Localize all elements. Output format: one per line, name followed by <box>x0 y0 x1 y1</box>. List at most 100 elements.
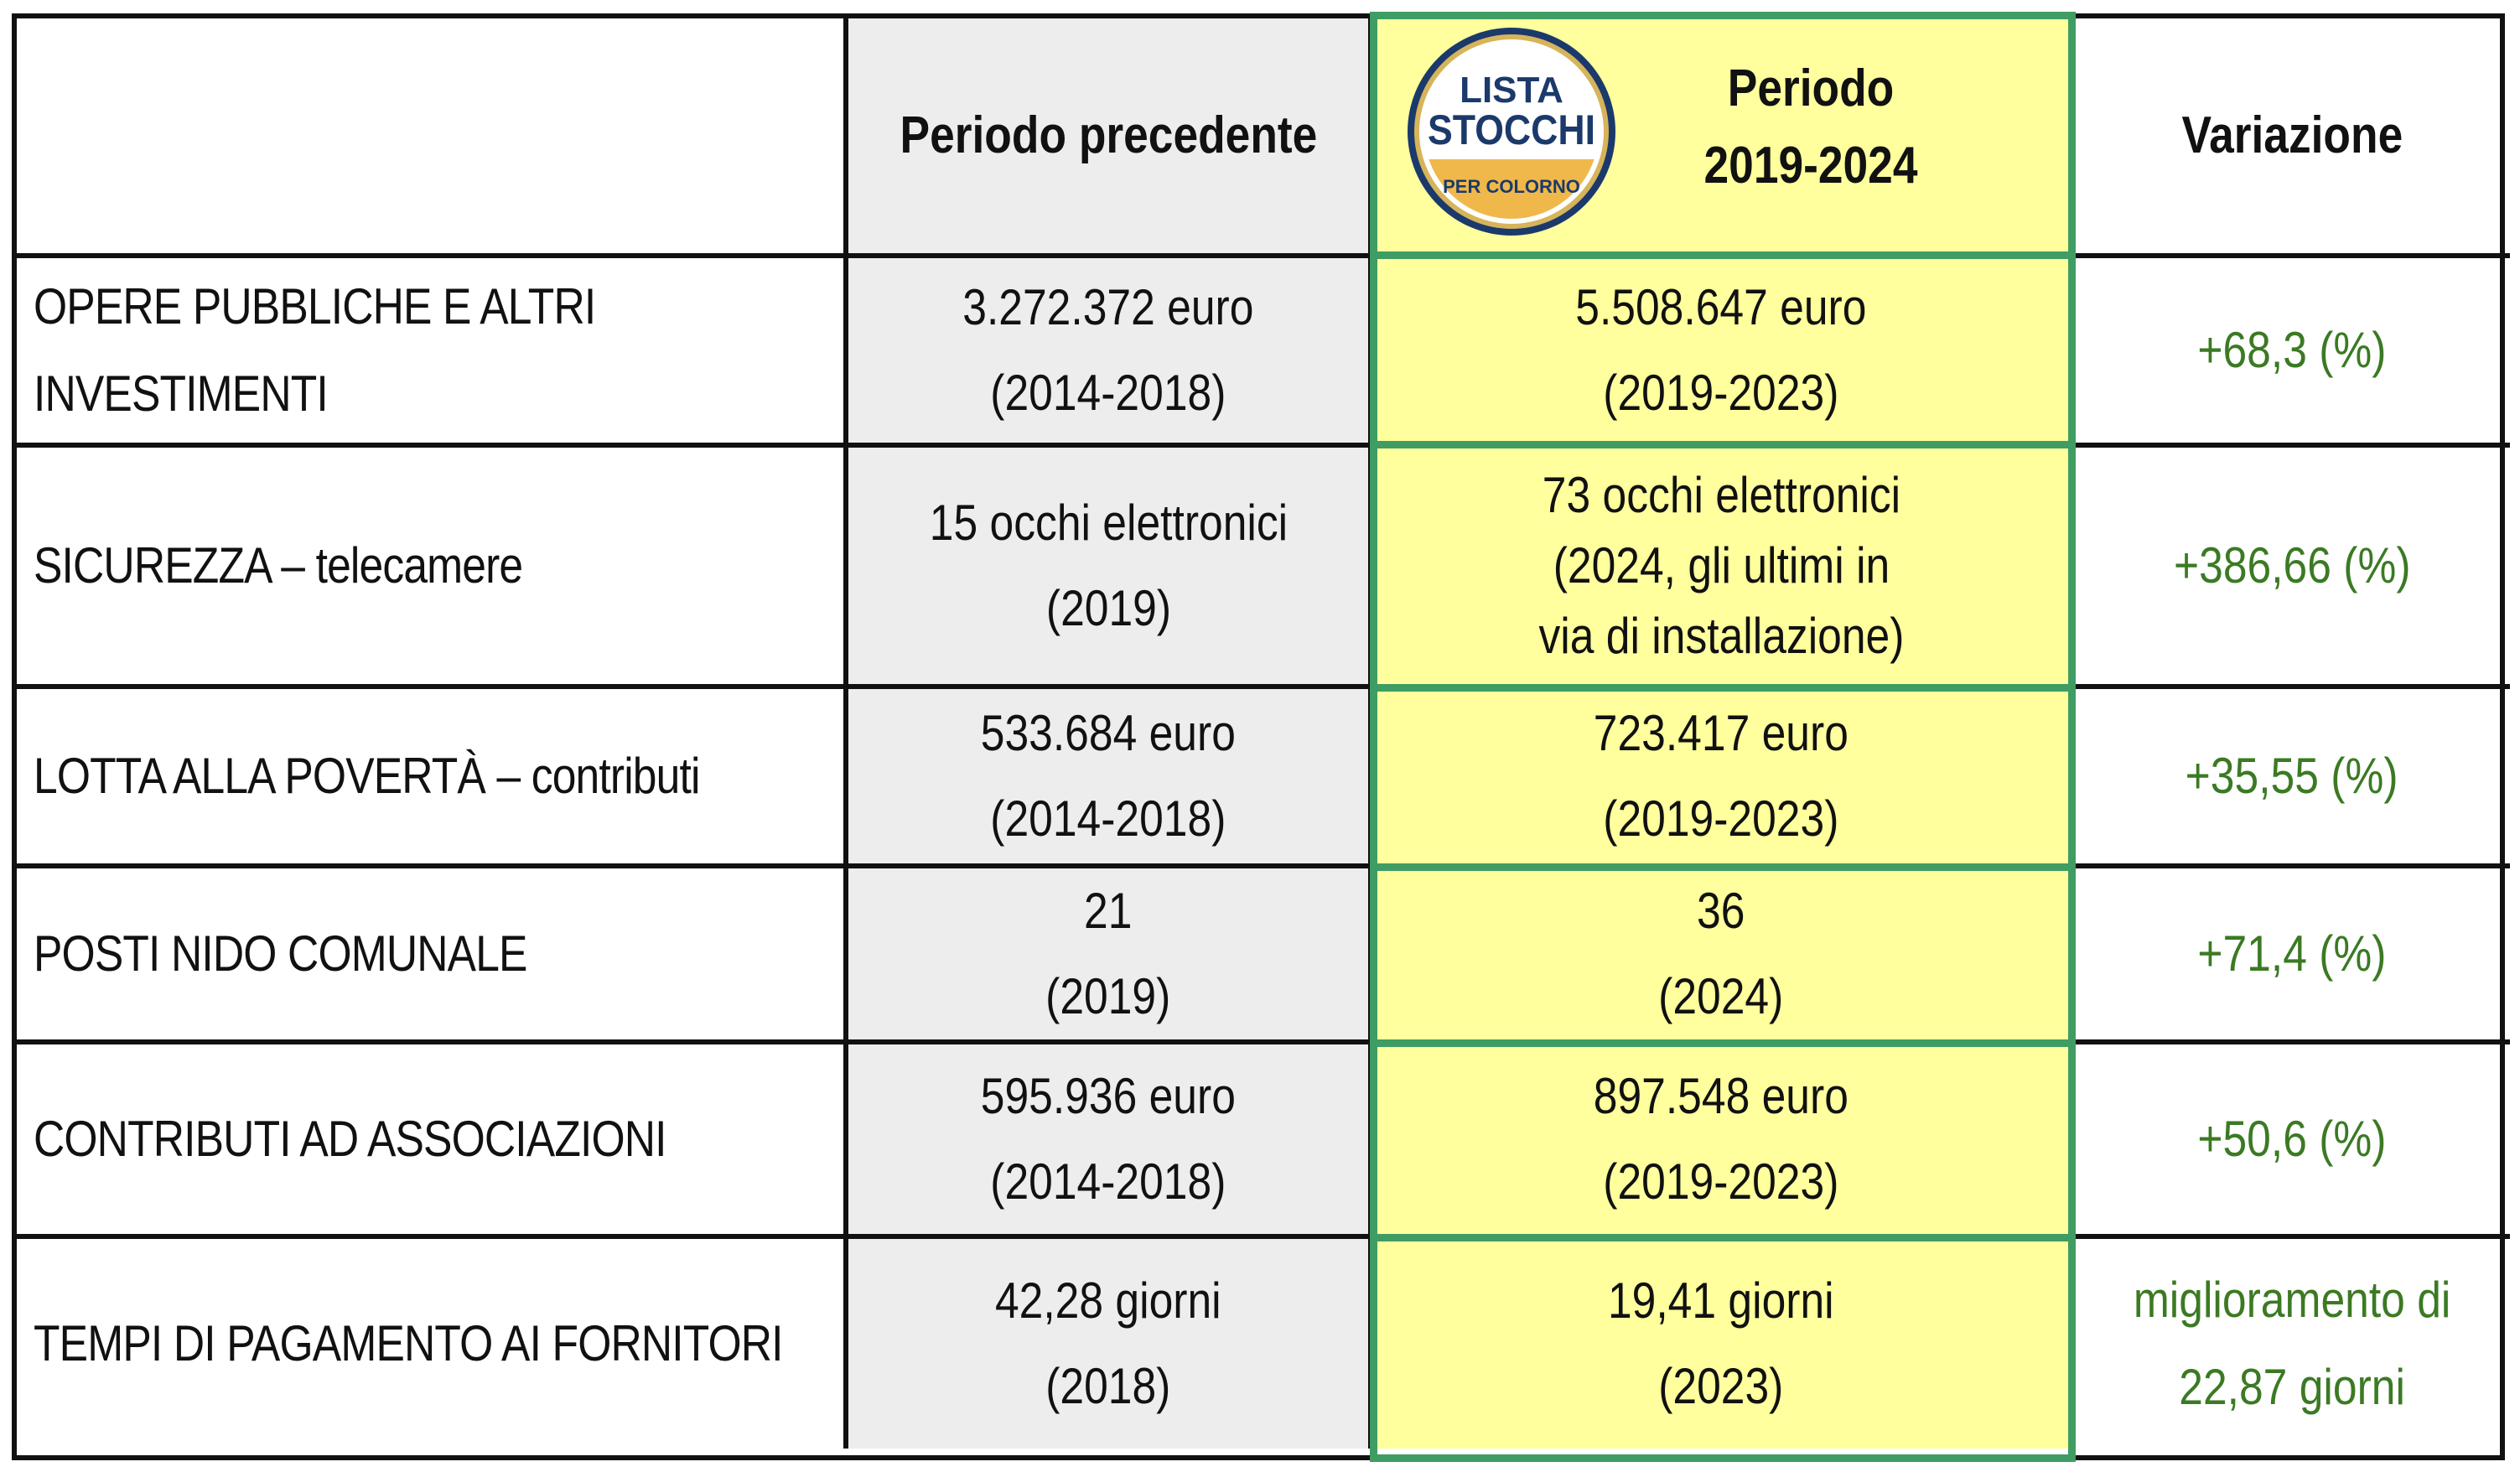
variation-cell: miglioramento di 22,87 giorni <box>2074 1239 2510 1449</box>
highlight-row-separator <box>1370 1039 2076 1047</box>
variation-value-text: +50,6 (%) <box>2182 1096 2402 1183</box>
variation-cell: +71,4 (%) <box>2074 868 2510 1044</box>
comparison-table: Periodo precedente Variazione OPERE PUBB… <box>12 13 2510 1460</box>
row-label-line: OPERE PUBBLICHE E ALTRI <box>34 278 596 334</box>
row-label-text: TEMPI DI PAGAMENTO AI FORNITORI <box>34 1300 905 1387</box>
header-empty-cell <box>17 18 848 258</box>
current-value-line: 5.508.647 euro <box>1575 279 1867 335</box>
previous-value-line: (2019) <box>1045 580 1171 636</box>
previous-value-cell: 15 occhi elettronici (2019) <box>848 448 1373 689</box>
current-value-cell: 897.548 euro (2019-2023) <box>1373 1044 2074 1239</box>
variation-value-line: +50,6 (%) <box>2197 1111 2387 1167</box>
header-current-period-line2: 2019-2024 <box>1703 137 1918 194</box>
previous-value-line: 15 occhi elettronici <box>929 495 1288 551</box>
previous-value-line: 21 <box>1084 883 1133 939</box>
previous-value-line: 42,28 giorni <box>995 1272 1221 1329</box>
previous-value-line: (2018) <box>1045 1358 1171 1414</box>
header-current-period-title: Periodo 2019-2024 <box>1626 50 1995 205</box>
highlight-row-separator <box>1370 684 2076 692</box>
logo-text-stocchi: STOCCHI <box>1428 106 1595 153</box>
current-value-text: 897.548 euro (2019-2023) <box>1573 1054 1869 1225</box>
current-value-text: 73 occhi elettronici (2024, gli ultimi in… <box>1509 460 1934 671</box>
previous-value-text: 15 occhi elettronici (2019) <box>900 480 1317 651</box>
current-value-line: (2019-2023) <box>1603 790 1839 847</box>
variation-value-text: +35,55 (%) <box>2168 733 2415 820</box>
variation-value-line: 22,87 giorni <box>2179 1359 2405 1415</box>
row-label-text: POSTI NIDO COMUNALE <box>34 910 607 998</box>
variation-value-text: +68,3 (%) <box>2182 307 2402 394</box>
current-value-line: (2024) <box>1658 968 1784 1024</box>
row-label-cell: LOTTA ALLA POVERTÀ – contributi <box>17 689 848 868</box>
row-label-text: LOTTA ALLA POVERTÀ – contributi <box>34 733 808 820</box>
row-label-cell: OPERE PUBBLICHE E ALTRI INVESTIMENTI <box>17 258 848 448</box>
variation-value-text: +71,4 (%) <box>2182 910 2402 998</box>
current-value-line: (2019-2023) <box>1603 1153 1839 1210</box>
highlight-row-separator <box>1370 441 2076 448</box>
current-value-line: 19,41 giorni <box>1608 1272 1834 1329</box>
variation-cell: +50,6 (%) <box>2074 1044 2510 1239</box>
current-value-line: via di installazione) <box>1538 608 1904 664</box>
current-value-text: 19,41 giorni (2023) <box>1589 1258 1853 1429</box>
current-value-text: 5.508.647 euro (2019-2023) <box>1552 265 1890 436</box>
current-value-line: 73 occhi elettronici <box>1542 467 1900 523</box>
row-label-line: SICUREZZA – telecamere <box>34 537 523 593</box>
header-previous-period: Periodo precedente <box>848 18 1373 258</box>
logo-text-lista: LISTA <box>1460 70 1563 111</box>
previous-value-text: 3.272.372 euro (2014-2018) <box>939 265 1278 436</box>
variation-cell: +68,3 (%) <box>2074 258 2510 448</box>
previous-value-line: (2014-2018) <box>990 1153 1226 1210</box>
previous-value-text: 21 (2019) <box>1035 868 1180 1039</box>
variation-value-text: +386,66 (%) <box>2154 522 2430 609</box>
current-value-cell: 5.508.647 euro (2019-2023) <box>1373 258 2074 448</box>
previous-value-text: 595.936 euro (2014-2018) <box>960 1054 1257 1225</box>
row-label-line: TEMPI DI PAGAMENTO AI FORNITORI <box>34 1315 784 1371</box>
row-label-text: CONTRIBUTI AD ASSOCIAZIONI <box>34 1096 769 1183</box>
current-value-line: 36 <box>1697 883 1745 939</box>
current-value-cell: 19,41 giorni (2023) <box>1373 1239 2074 1449</box>
current-value-line: (2019-2023) <box>1603 365 1839 421</box>
previous-value-cell: 3.272.372 euro (2014-2018) <box>848 258 1373 448</box>
header-current-period-line1: Periodo <box>1727 60 1895 117</box>
row-label-text: SICUREZZA – telecamere <box>34 522 602 609</box>
previous-value-line: 3.272.372 euro <box>962 279 1254 335</box>
current-value-cell: 723.417 euro (2019-2023) <box>1373 689 2074 868</box>
variation-value-line: +386,66 (%) <box>2173 537 2411 593</box>
previous-value-cell: 533.684 euro (2014-2018) <box>848 689 1373 868</box>
row-label-line: POSTI NIDO COMUNALE <box>34 925 527 982</box>
header-variation-label: Variazione <box>2181 106 2403 164</box>
highlight-row-separator <box>1370 251 2076 259</box>
current-value-text: 36 (2024) <box>1648 868 1793 1039</box>
current-value-line: 723.417 euro <box>1593 705 1849 761</box>
previous-value-text: 42,28 giorni (2018) <box>977 1258 1240 1429</box>
previous-value-line: (2014-2018) <box>990 790 1226 847</box>
current-value-line: (2023) <box>1658 1358 1784 1414</box>
current-value-line: (2024, gli ultimi in <box>1553 537 1890 593</box>
current-value-text: 723.417 euro (2019-2023) <box>1573 691 1869 862</box>
row-label-text: OPERE PUBBLICHE E ALTRI INVESTIMENTI <box>34 263 687 438</box>
previous-value-cell: 42,28 giorni (2018) <box>848 1239 1373 1449</box>
row-label-cell: CONTRIBUTI AD ASSOCIAZIONI <box>17 1044 848 1239</box>
lista-stocchi-logo: LISTA STOCCHI PER COLORNO <box>1408 28 1615 236</box>
row-label-cell: POSTI NIDO COMUNALE <box>17 868 848 1044</box>
previous-value-text: 533.684 euro (2014-2018) <box>960 691 1257 862</box>
current-value-cell: 73 occhi elettronici (2024, gli ultimi in… <box>1373 448 2074 689</box>
row-label-cell: TEMPI DI PAGAMENTO AI FORNITORI <box>17 1239 848 1449</box>
previous-value-line: 533.684 euro <box>980 705 1237 761</box>
row-label-line: LOTTA ALLA POVERTÀ – contributi <box>34 748 700 804</box>
previous-value-cell: 595.936 euro (2014-2018) <box>848 1044 1373 1239</box>
variation-value-line: +68,3 (%) <box>2197 322 2387 378</box>
variation-value-line: miglioramento di <box>2133 1272 2451 1328</box>
header-previous-period-label: Periodo precedente <box>900 106 1317 164</box>
logo-text-per-colorno: PER COLORNO <box>1443 176 1580 197</box>
row-label-cell: SICUREZZA – telecamere <box>17 448 848 689</box>
highlight-row-separator <box>1370 863 2076 871</box>
variation-cell: +35,55 (%) <box>2074 689 2510 868</box>
previous-value-line: 595.936 euro <box>980 1068 1237 1124</box>
previous-value-line: (2014-2018) <box>990 365 1226 421</box>
variation-cell: +386,66 (%) <box>2074 448 2510 689</box>
current-value-line: 897.548 euro <box>1593 1068 1849 1124</box>
variation-value-line: +35,55 (%) <box>2186 748 2398 804</box>
row-label-line: CONTRIBUTI AD ASSOCIAZIONI <box>34 1111 666 1167</box>
header-variation: Variazione <box>2074 18 2510 258</box>
